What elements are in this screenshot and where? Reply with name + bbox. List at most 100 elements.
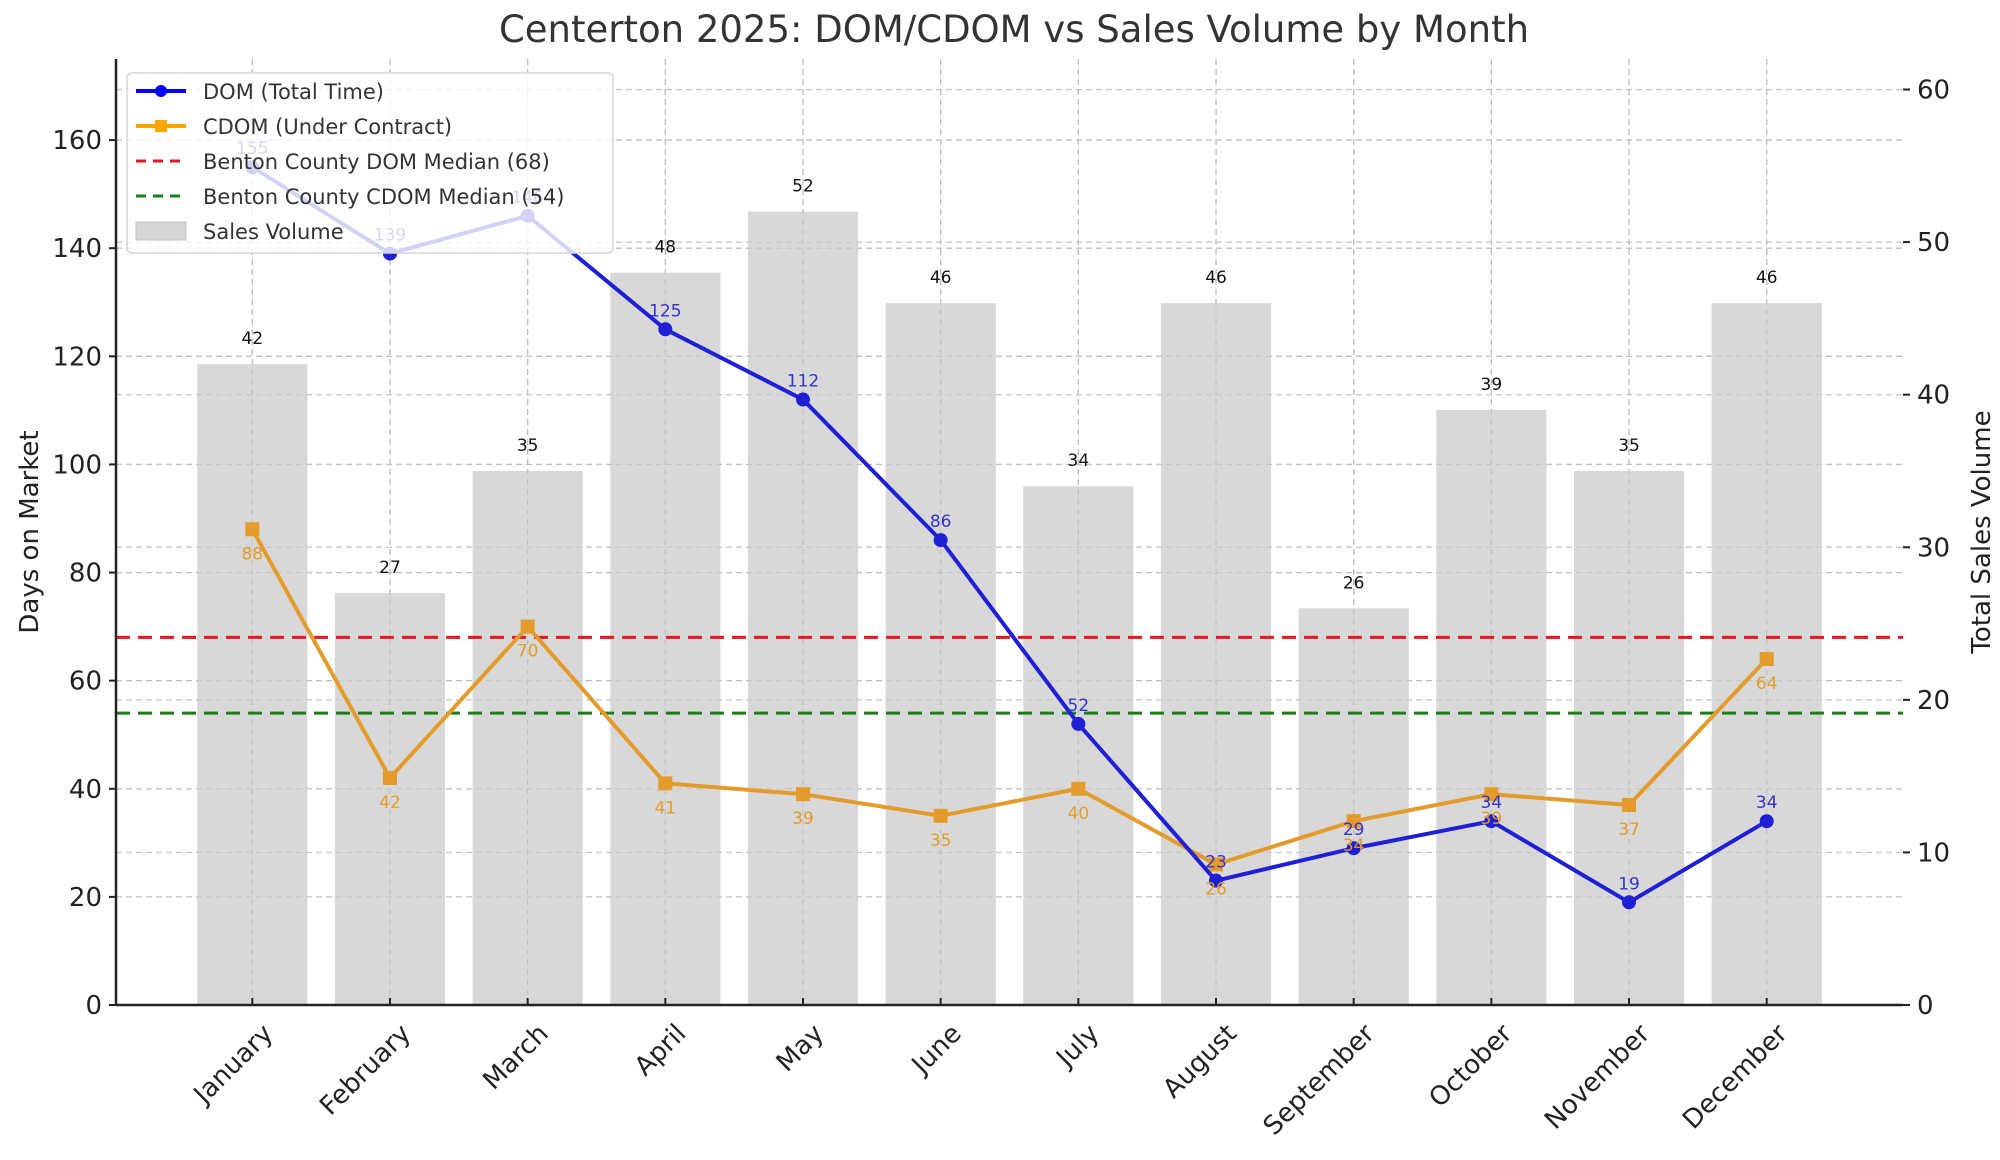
- cdom-point: [245, 522, 260, 537]
- cdom-value-label: 64: [1756, 674, 1778, 694]
- chart-title: Centerton 2025: DOM/CDOM vs Sales Volume…: [499, 8, 1529, 51]
- cdom-point: [658, 776, 673, 791]
- x-tick-label: August: [1157, 1019, 1243, 1105]
- dom-value-label: 86: [930, 512, 952, 532]
- sales-volume-value-label: 27: [379, 558, 401, 578]
- left-tick-label: 40: [69, 775, 102, 805]
- sales-volume-value-label: 35: [1618, 436, 1640, 456]
- right-tick-label: 0: [1917, 991, 1934, 1021]
- y-axis-label-right: Total Sales Volume: [1967, 410, 1997, 654]
- cdom-point: [520, 619, 535, 634]
- right-tick-label: 10: [1917, 838, 1950, 868]
- dom-point: [658, 322, 673, 337]
- axes: [109, 59, 1910, 1007]
- cdom-point: [933, 808, 948, 823]
- dom-value-label: 112: [787, 372, 819, 392]
- sales-volume-bars: [116, 59, 1903, 1006]
- right-tick-label: 60: [1917, 76, 1950, 106]
- cdom-value-label: 88: [241, 544, 263, 564]
- x-tick-label: November: [1539, 1019, 1656, 1136]
- x-tick-label: April: [629, 1019, 692, 1082]
- sales-volume-value-label: 39: [1481, 375, 1503, 395]
- x-tick-label: October: [1424, 1019, 1519, 1114]
- cdom-value-label: 70: [517, 642, 539, 662]
- sales-volume-value-label: 34: [1068, 451, 1090, 471]
- cdom-line: [250, 528, 1769, 867]
- sales-volume-value-label: 48: [654, 238, 676, 258]
- dom-value-label: 34: [1756, 793, 1778, 813]
- sales-volume-bar: [1298, 608, 1409, 1005]
- left-tick-label: 140: [52, 234, 102, 264]
- left-tick-label: 100: [52, 450, 102, 480]
- sales-volume-value-label: 46: [1205, 268, 1227, 288]
- cdom-value-label: 41: [654, 798, 676, 818]
- legend-dom-marker: [155, 85, 167, 97]
- x-tick-label: July: [1050, 1019, 1106, 1075]
- cdom-point: [1484, 787, 1499, 802]
- y-axis-label-left: Days on Market: [15, 430, 45, 633]
- legend-cdom-median-label: Benton County CDOM Median (54): [203, 185, 565, 209]
- dom-point: [933, 533, 948, 548]
- cdom-point: [1622, 797, 1637, 812]
- left-tick-label: 80: [69, 559, 102, 589]
- legend-sales-volume-swatch: [135, 221, 187, 241]
- legend-dom-median-label: Benton County DOM Median (68): [203, 150, 550, 174]
- sales-volume-labels: 42 27 35 48 52 46 34 46 26 39 35 46: [241, 177, 1777, 594]
- cdom-value-label: 39: [792, 809, 814, 829]
- legend-dom-label: DOM (Total Time): [203, 80, 384, 104]
- legend-cdom-marker: [155, 120, 167, 132]
- cdom-value-label: 42: [379, 793, 401, 813]
- left-tick-label: 0: [85, 991, 102, 1021]
- left-tick-label: 160: [52, 126, 102, 156]
- dom-point: [1484, 814, 1499, 829]
- sales-volume-value-label: 46: [1756, 268, 1778, 288]
- sales-volume-value-label: 26: [1343, 573, 1365, 593]
- dom-point: [1209, 873, 1224, 888]
- cdom-value-label: 26: [1205, 879, 1227, 899]
- sales-volume-value-label: 46: [930, 268, 952, 288]
- right-tick-label: 30: [1917, 533, 1950, 563]
- x-tick-label: May: [771, 1019, 830, 1078]
- cdom-value-label: 35: [930, 831, 952, 851]
- cdom-point: [1209, 857, 1224, 872]
- x-tick-label: September: [1258, 1019, 1381, 1142]
- legend-box: [126, 72, 614, 254]
- dom-point: [1346, 841, 1361, 856]
- cdom-value-label: 37: [1618, 820, 1640, 840]
- x-tick-label: December: [1677, 1019, 1794, 1136]
- dom-point: [795, 392, 810, 407]
- dom-value-label: 29: [1343, 820, 1365, 840]
- left-tick-label: 20: [69, 883, 102, 913]
- right-tick-label: 20: [1917, 686, 1950, 716]
- dom-value-label: 23: [1205, 853, 1227, 873]
- cdom-point: [1759, 652, 1774, 667]
- right-tick-label: 50: [1917, 228, 1950, 258]
- dom-value-label: 52: [1068, 696, 1090, 716]
- cdom-value-label: 39: [1481, 809, 1503, 829]
- dom-value-label: 19: [1618, 874, 1640, 894]
- sales-volume-value-label: 52: [792, 177, 814, 197]
- cdom-point: [795, 787, 810, 802]
- x-tick-label: March: [477, 1019, 554, 1096]
- dom-point: [1071, 716, 1086, 731]
- cdom-point: [382, 770, 397, 785]
- left-tick-label: 60: [69, 667, 102, 697]
- cdom-value-label: 40: [1068, 804, 1090, 824]
- x-tick-label: June: [905, 1019, 968, 1082]
- left-tick-label: 120: [52, 342, 102, 372]
- legend: DOM (Total Time) CDOM (Under Contract) Ben…: [126, 72, 614, 254]
- legend-cdom-label: CDOM (Under Contract): [203, 115, 452, 139]
- dom-value-label: 125: [649, 301, 681, 321]
- cdom-point: [1071, 781, 1086, 796]
- x-tick-label: February: [314, 1019, 417, 1122]
- cdom-value-label: 34: [1343, 836, 1365, 856]
- dom-point: [1622, 895, 1637, 910]
- cdom-point: [1346, 814, 1361, 829]
- x-tick-label: January: [187, 1019, 279, 1111]
- reference-lines: [116, 635, 1903, 715]
- legend-sales-volume-label: Sales Volume: [203, 220, 344, 244]
- right-tick-label: 40: [1917, 381, 1950, 411]
- dom-value-label: 34: [1481, 793, 1503, 813]
- sales-volume-value-label: 42: [241, 329, 263, 349]
